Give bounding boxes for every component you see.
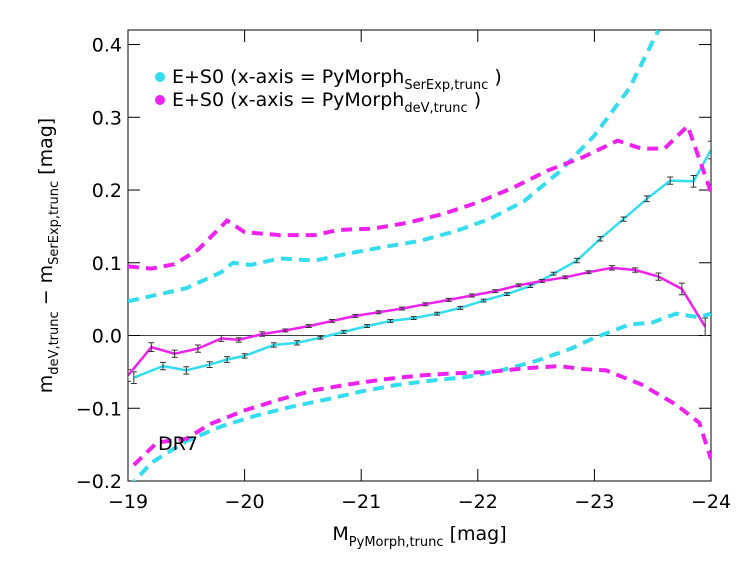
- x-tick-label: −19: [108, 491, 148, 513]
- error-bar: [329, 319, 336, 323]
- error-bar: [515, 283, 522, 288]
- error-bar: [305, 324, 312, 329]
- error-bar: [457, 305, 464, 310]
- error-bar: [655, 272, 662, 281]
- legend-marker: [155, 72, 165, 82]
- x-tick-label: −22: [458, 491, 498, 513]
- y-tick-label: 0.0: [92, 326, 122, 348]
- y-axis-label-part: [mag]: [35, 118, 57, 181]
- legend-label-part: SerExp,trunc: [404, 78, 488, 93]
- x-tick-label: −20: [225, 491, 265, 513]
- legend-marker: [155, 95, 165, 105]
- annotation: DR7: [158, 433, 198, 455]
- error-bar: [171, 349, 178, 358]
- error-bar: [708, 140, 711, 160]
- error-bar: [387, 319, 394, 323]
- error-bar: [538, 279, 545, 283]
- error-bar: [667, 176, 674, 185]
- error-bar: [573, 257, 580, 264]
- error-bar: [468, 293, 475, 298]
- legend-label-part: ): [468, 89, 481, 111]
- error-bar: [422, 302, 429, 307]
- error-bar: [550, 271, 557, 276]
- x-tick-label: −21: [341, 491, 381, 513]
- error-bar: [375, 310, 382, 315]
- error-bar: [585, 270, 592, 275]
- error-bar: [183, 366, 190, 375]
- error-bar: [643, 195, 650, 203]
- error-bar: [235, 337, 242, 343]
- error-bar: [678, 282, 685, 296]
- y-tick-label: −0.2: [76, 471, 122, 493]
- error-bar: [224, 356, 231, 363]
- y-axis-label-part: − m: [35, 265, 57, 312]
- error-bar: [445, 297, 452, 302]
- error-bar: [294, 340, 301, 346]
- y-axis-label-part: deV,trunc: [47, 311, 62, 374]
- error-bar: [690, 174, 697, 188]
- legend-label-part: ): [488, 66, 501, 88]
- x-axis-label-part: M: [332, 523, 348, 545]
- dashed-line: [132, 364, 711, 467]
- x-tick-label: −23: [574, 491, 614, 513]
- x-tick-label: −24: [691, 491, 731, 513]
- plot-area: [128, 30, 711, 481]
- y-tick-label: 0.1: [92, 253, 122, 275]
- x-axis-label: MPyMorph,trunc [mag]: [332, 523, 506, 550]
- error-bar: [352, 313, 359, 318]
- legend-label-part: deV,trunc: [404, 101, 467, 116]
- error-bar: [364, 324, 371, 329]
- error-bar: [270, 342, 277, 348]
- legend-label-part: E+S0 (x-axis = PyMorph: [172, 66, 404, 88]
- error-bar: [503, 292, 510, 297]
- y-axis-label-part: SerExp,trunc: [47, 181, 62, 265]
- error-bar: [159, 361, 166, 371]
- error-bar: [597, 236, 604, 242]
- median-line: [128, 266, 707, 377]
- error-bar: [206, 361, 213, 369]
- error-bar: [148, 342, 155, 353]
- error-bar: [608, 265, 615, 271]
- legend-label: E+S0 (x-axis = PyMorphdeV,trunc ): [172, 89, 481, 116]
- median-line: [133, 149, 711, 379]
- error-bar: [562, 275, 569, 280]
- error-bar: [480, 298, 487, 303]
- dashed-line: [128, 122, 711, 271]
- y-tick-label: 0.4: [92, 35, 122, 57]
- plot-frame: [127, 29, 712, 482]
- error-bar: [218, 335, 225, 342]
- error-bar: [317, 335, 324, 340]
- error-bar: [241, 353, 248, 359]
- y-axis-label-part: m: [35, 375, 57, 394]
- y-axis-label: mdeV,trunc − mSerExp,trunc [mag]: [35, 118, 62, 393]
- y-tick-label: −0.1: [76, 398, 122, 420]
- legend-label: E+S0 (x-axis = PyMorphSerExp,trunc ): [172, 66, 502, 93]
- error-bar: [128, 369, 131, 382]
- legend-label-part: E+S0 (x-axis = PyMorph: [172, 89, 404, 111]
- error-bar: [632, 267, 639, 273]
- error-bar: [433, 311, 440, 316]
- error-bar: [702, 317, 709, 337]
- error-bar: [282, 328, 289, 333]
- y-tick-label: 0.2: [92, 180, 122, 202]
- error-bar: [620, 216, 627, 222]
- dashed-line: [131, 311, 711, 481]
- error-bar: [259, 331, 266, 337]
- y-tick-label: 0.3: [92, 107, 122, 129]
- x-axis-label-part: PyMorph,trunc: [349, 535, 444, 550]
- error-bar: [492, 289, 499, 294]
- x-axis-label-part: [mag]: [444, 523, 507, 545]
- error-bar: [410, 316, 417, 321]
- error-bar: [399, 306, 406, 311]
- error-bar: [340, 329, 347, 334]
- error-bar: [194, 344, 201, 353]
